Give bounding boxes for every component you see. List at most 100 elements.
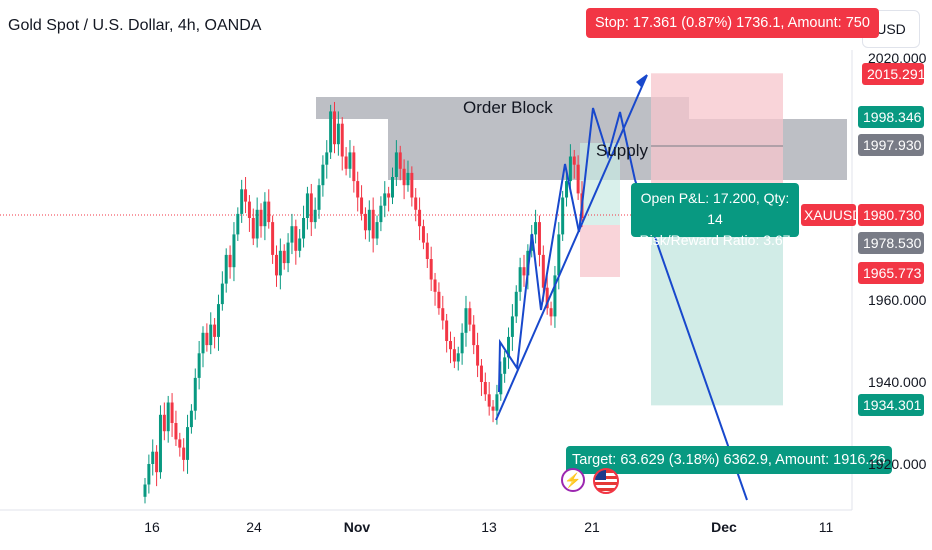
target-zone <box>651 224 783 406</box>
candle-body <box>421 226 425 243</box>
candle-body <box>375 222 379 239</box>
candle-body <box>452 349 456 362</box>
candle-body <box>282 250 286 264</box>
candle-body <box>166 402 170 432</box>
candle-body <box>549 308 553 317</box>
candle-body <box>336 123 340 145</box>
lightning-icon[interactable]: ⚡ <box>561 468 585 492</box>
price-tag-1998: 1998.346 <box>858 106 924 128</box>
candle-body <box>394 152 398 177</box>
candle-body <box>278 250 282 276</box>
candle-body <box>553 275 557 317</box>
y-tick-label: 1920.000 <box>868 456 927 472</box>
candle-body <box>263 201 267 227</box>
stop-label: Stop: 17.361 (0.87%) 1736.1, Amount: 750 <box>586 8 879 38</box>
x-tick-label: 21 <box>584 519 600 535</box>
candle-body <box>216 304 220 337</box>
candle-body <box>155 451 159 473</box>
candle-body <box>197 353 201 378</box>
y-tick-label: 2020.000 <box>868 50 927 66</box>
candle-body <box>201 332 205 354</box>
candle-body <box>479 365 483 382</box>
candle-body <box>298 238 302 251</box>
order-block-label: Order Block <box>463 98 553 117</box>
last-price-tag: 1980.730 <box>858 204 924 226</box>
candle-body <box>456 353 460 362</box>
candle-body <box>522 267 526 276</box>
candle-body <box>410 172 414 198</box>
candle-body <box>232 234 236 268</box>
candle-body <box>483 382 487 395</box>
target-price-tag: 1934.301 <box>858 394 924 416</box>
x-tick-label: 11 <box>818 519 834 535</box>
stop-price-tag: 2015.291 <box>862 63 925 85</box>
candle-body <box>247 201 251 218</box>
pnl-line-1: Open P&L: 17.200, Qty: 14 <box>640 190 790 227</box>
wave-top <box>578 107 636 233</box>
candle-body <box>499 373 503 395</box>
candle-body <box>162 414 166 432</box>
candle-body <box>220 283 224 305</box>
wave-lines <box>498 163 580 393</box>
candle-body <box>507 336 511 358</box>
candle-body <box>391 177 395 198</box>
candle-body <box>557 234 561 276</box>
candle-body <box>572 156 576 165</box>
entry-price-tag: 1978.530 <box>858 232 924 254</box>
candle-body <box>565 181 569 198</box>
candle-body <box>274 254 278 276</box>
x-tick-label: 16 <box>144 519 160 535</box>
candle-body <box>541 254 545 288</box>
candle-body <box>251 218 255 239</box>
candle-body <box>406 172 410 186</box>
candle-body <box>487 394 491 407</box>
trend-line <box>495 74 648 421</box>
pnl-line-2: Risk/Reward Ratio: 3.67 <box>639 232 791 248</box>
candle-body <box>321 164 325 186</box>
candle-body <box>317 185 321 210</box>
candle-body <box>329 111 333 153</box>
candle-body <box>472 324 476 346</box>
candle-body <box>476 345 480 366</box>
candle-body <box>205 332 209 346</box>
symbol-tag: XAUUSD <box>801 204 862 226</box>
candle-body <box>267 201 271 223</box>
candle-body <box>271 222 275 255</box>
price-tag-1965: 1965.773 <box>858 262 924 284</box>
candle-body <box>309 193 313 223</box>
candle-body <box>240 189 244 214</box>
candle-body <box>325 152 329 165</box>
candle-body <box>387 193 391 198</box>
x-tick-label: 13 <box>481 519 497 535</box>
candle-body <box>360 197 364 214</box>
candle-body <box>367 209 371 231</box>
candle-body <box>348 152 352 169</box>
candle-body <box>576 164 580 194</box>
x-tick-label: Nov <box>343 519 371 535</box>
candle-body <box>189 410 193 428</box>
candle-body <box>151 451 155 464</box>
candle-body <box>460 332 464 354</box>
candle-body <box>356 181 360 198</box>
candle-body <box>445 320 449 341</box>
candle-body <box>371 209 375 239</box>
candle-body <box>464 308 468 333</box>
candle-body <box>186 427 190 460</box>
candle-body <box>534 222 538 235</box>
candle-body <box>255 209 259 239</box>
candle-body <box>398 152 402 169</box>
candle-body <box>402 168 406 186</box>
candle-body <box>379 205 383 223</box>
candle-body <box>344 156 348 169</box>
candle-body <box>143 484 147 497</box>
candle-body <box>468 308 472 325</box>
candle-body <box>510 316 514 337</box>
us-flag-icon[interactable] <box>593 468 619 494</box>
candle-body <box>363 213 367 231</box>
candle-body <box>236 213 240 235</box>
candle-body <box>503 357 507 374</box>
candle-body <box>433 279 437 292</box>
candle-body <box>332 111 336 145</box>
candle-body <box>290 226 294 243</box>
